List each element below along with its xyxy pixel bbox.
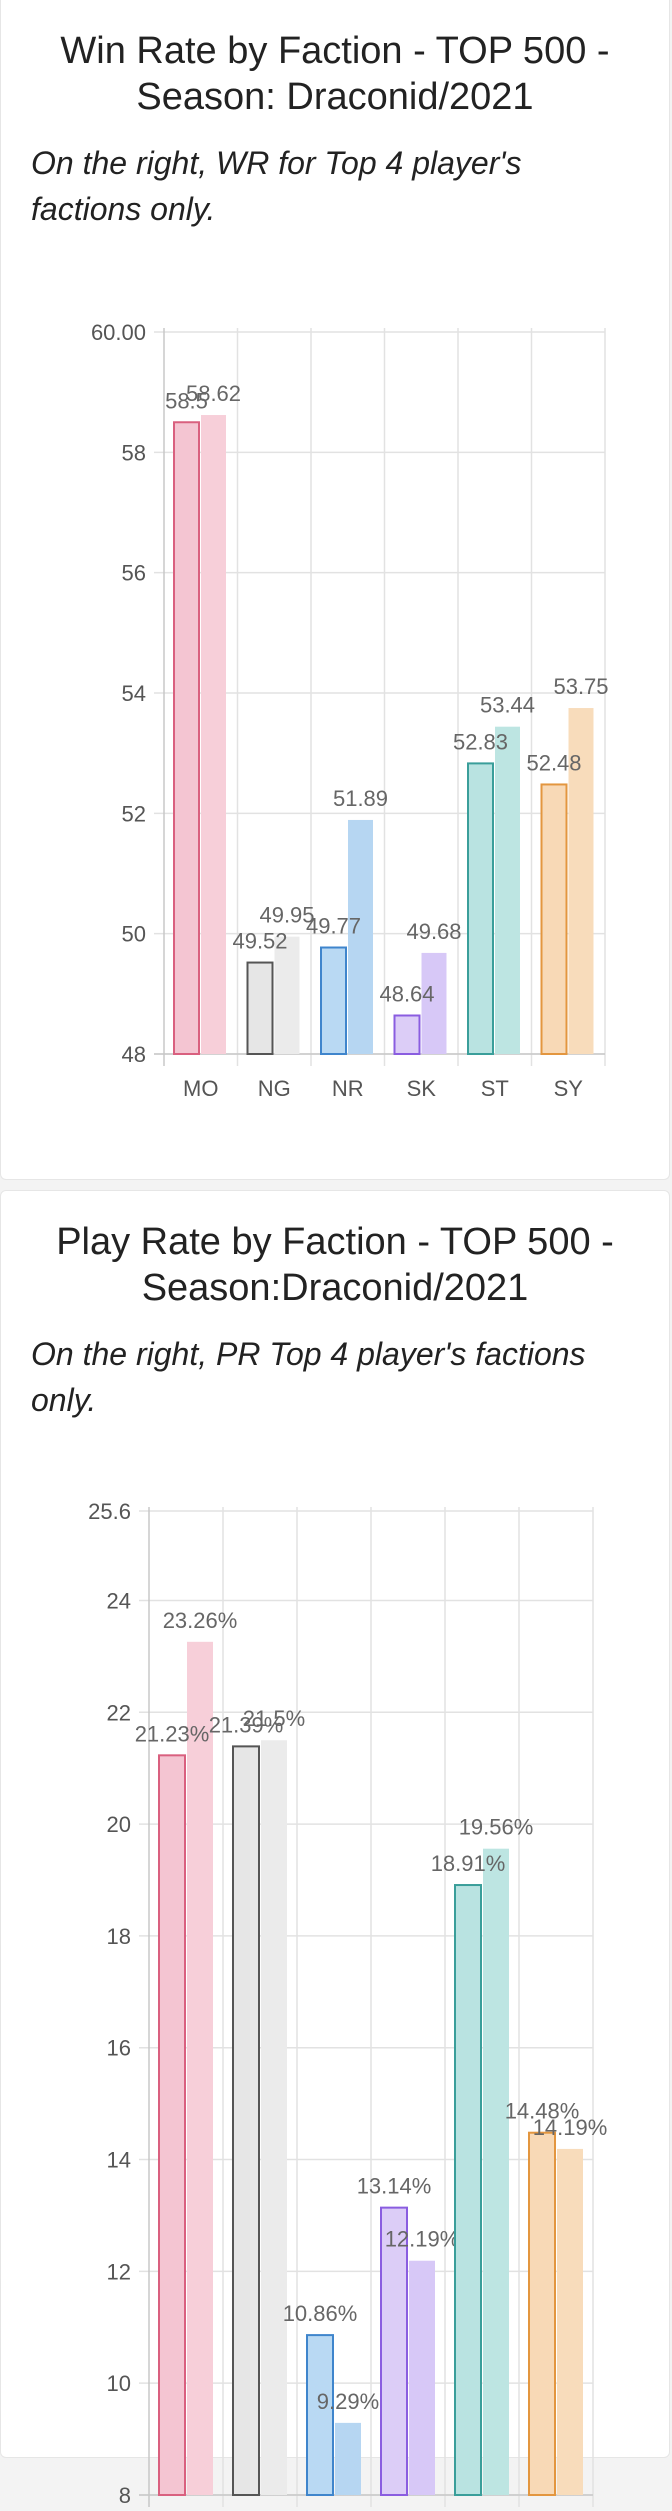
bar-series2-st xyxy=(495,726,520,1054)
y-tick-label: 56 xyxy=(122,561,146,586)
play-rate-card: Play Rate by Faction - TOP 500 - Season:… xyxy=(0,1190,670,2508)
data-label-series1-ng: 21.39% xyxy=(209,1712,284,1737)
data-label-series2-sy: 14.19% xyxy=(533,2115,608,2140)
bar-series2-mo xyxy=(201,415,226,1054)
bar-series2-nr xyxy=(335,2422,361,2495)
data-label-series1-sk: 13.14% xyxy=(357,2174,432,2199)
y-tick-label: 48 xyxy=(122,1042,146,1067)
y-tick-label-top: 25.6 xyxy=(88,1499,131,1524)
data-label-series2-nr: 51.89 xyxy=(333,786,388,811)
bar-series2-ng xyxy=(274,936,300,1054)
play-rate-chart-title: Play Rate by Faction - TOP 500 - Season:… xyxy=(56,1221,614,1309)
x-tick-label-sk: SK xyxy=(407,1076,437,1100)
y-tick-label: 22 xyxy=(107,1700,131,1725)
data-label-series1-nr: 10.86% xyxy=(283,2301,358,2326)
y-tick-label: 12 xyxy=(107,2259,131,2284)
data-label-series1-mo: 58.5 xyxy=(165,388,208,413)
bar-series2-nr xyxy=(348,819,373,1054)
play-rate-chart-subtitle: On the right, PR Top 4 player's factions… xyxy=(31,1336,586,1418)
y-tick-label: 54 xyxy=(122,681,146,706)
y-tick-label: 10 xyxy=(107,2371,131,2396)
data-label-series2-sk: 49.68 xyxy=(406,919,461,944)
win-rate-chart-subtitle: On the right, WR for Top 4 player's fact… xyxy=(31,145,522,227)
y-tick-label: 8 xyxy=(119,2483,131,2508)
bar-series2-sy xyxy=(557,2148,583,2495)
y-tick-label: 24 xyxy=(107,1588,131,1613)
y-tick-label: 52 xyxy=(122,801,146,826)
data-label-series2-st: 53.44 xyxy=(480,693,535,718)
data-label-series1-sy: 52.48 xyxy=(526,750,581,775)
x-tick-label-st: ST xyxy=(481,1076,509,1100)
bar-series1-nr xyxy=(306,2334,334,2496)
bar-series2-ng xyxy=(261,1740,287,2495)
win-rate-chart-title: Win Rate by Faction - TOP 500 - Season: … xyxy=(60,30,610,118)
data-label-series1-sk: 48.64 xyxy=(379,981,434,1006)
bar-series1-sy xyxy=(528,2131,556,2497)
play-rate-chart: 8101214161820222425.621.23%23.26%MO21.39… xyxy=(88,1499,608,2508)
data-label-series2-ng: 49.95 xyxy=(259,903,314,928)
bar-series1-ng xyxy=(246,961,274,1056)
bar-series1-sk xyxy=(380,2206,408,2496)
y-tick-label: 58 xyxy=(122,440,146,465)
data-label-series2-nr: 9.29% xyxy=(317,2389,379,2414)
x-tick-label-sy: SY xyxy=(554,1076,584,1100)
bar-series1-sy xyxy=(540,783,568,1055)
bar-series1-st xyxy=(454,1884,482,2497)
bar-series1-mo xyxy=(158,1754,186,2496)
bar-series2-st xyxy=(483,1848,509,2495)
bar-series2-mo xyxy=(187,1641,213,2495)
y-tick-label: 14 xyxy=(107,2148,131,2173)
y-tick-label: 20 xyxy=(107,1812,131,1837)
y-tick-label: 16 xyxy=(107,2036,131,2061)
x-tick-label-nr: NR xyxy=(332,1076,364,1100)
data-label-series1-nr: 49.77 xyxy=(306,914,361,939)
bar-series1-mo xyxy=(173,421,200,1055)
bar-series2-sy xyxy=(568,708,594,1054)
x-tick-label-mo: MO xyxy=(183,1076,218,1100)
data-label-series2-st: 19.56% xyxy=(459,1815,534,1840)
data-label-series1-sy: 14.48% xyxy=(505,2099,580,2124)
y-tick-label: 18 xyxy=(107,1924,131,1949)
data-label-series1-mo: 21.23% xyxy=(135,1721,210,1746)
y-tick-label-top: 60.00 xyxy=(91,320,146,345)
data-label-series1-ng: 49.52 xyxy=(232,929,287,954)
x-tick-label-ng: NG xyxy=(258,1076,291,1100)
win-rate-card: Win Rate by Faction - TOP 500 - Season: … xyxy=(0,0,670,1180)
data-label-series2-mo: 23.26% xyxy=(163,1608,238,1633)
data-label-series1-st: 52.83 xyxy=(453,729,508,754)
bar-series1-ng xyxy=(232,1745,260,2497)
bar-series1-sk xyxy=(393,1014,421,1056)
data-label-series2-sy: 53.75 xyxy=(553,674,608,699)
bar-series2-sk xyxy=(409,2260,435,2495)
data-label-series2-ng: 21.5% xyxy=(243,1706,305,1731)
bar-series1-nr xyxy=(320,946,347,1056)
data-label-series1-st: 18.91% xyxy=(431,1851,506,1876)
bar-series2-sk xyxy=(421,952,447,1054)
data-label-series2-sk: 12.19% xyxy=(385,2227,460,2252)
y-tick-label: 50 xyxy=(122,922,146,947)
data-label-series2-mo: 58.62 xyxy=(186,381,241,406)
bar-series1-st xyxy=(467,762,494,1055)
